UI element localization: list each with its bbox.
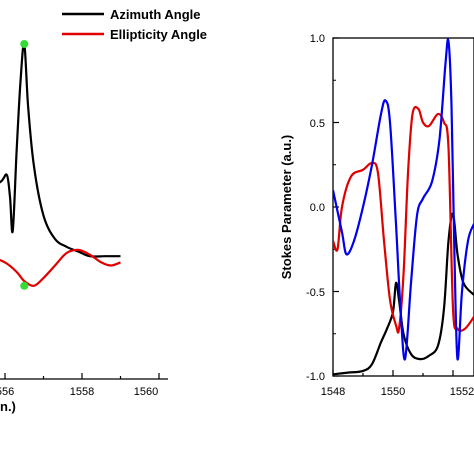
legend: Azimuth Angle Ellipticity Angle — [62, 7, 207, 42]
right-y-tick-label: 0.5 — [310, 118, 325, 130]
legend-label-ellipticity: Ellipticity Angle — [110, 27, 207, 42]
right-chart-panel: 1.0 0.5 0.0 -0.5 -1.0 1548 1550 1552 Sto… — [279, 33, 474, 398]
left-x-tick-label: 1558 — [70, 386, 94, 398]
left-series-group — [0, 42, 121, 287]
right-axis-ticks — [332, 37, 454, 377]
data-point-marker — [20, 40, 29, 48]
right-x-tick-label: 1552 — [450, 386, 474, 398]
right-y-axis-title: Stokes Parameter (a.u.) — [279, 135, 294, 280]
left-chart-panel: 556 1558 1560 n.) Azimuth Angle Elliptic… — [0, 7, 207, 414]
right-y-tick-label: -1.0 — [306, 371, 325, 383]
right-y-tick-label: 1.0 — [310, 33, 325, 45]
data-point-marker — [20, 281, 29, 290]
right-series-group — [333, 38, 474, 376]
left-x-tick-label: 556 — [0, 386, 14, 398]
stokes-red-line — [333, 105, 474, 334]
right-x-tick-label: 1550 — [381, 386, 405, 398]
right-y-tick-label: -0.5 — [306, 287, 325, 299]
ellipticity-angle-line — [0, 248, 121, 287]
azimuth-angle-line — [0, 42, 121, 258]
right-y-tick-label: 0.0 — [310, 202, 325, 214]
stokes-blue-line — [333, 38, 474, 361]
right-x-tick-label: 1548 — [321, 386, 345, 398]
left-x-axis-title: n.) — [0, 399, 16, 414]
left-x-tick-label: 1560 — [134, 386, 158, 398]
left-x-ticks — [4, 373, 160, 379]
legend-label-azimuth: Azimuth Angle — [110, 7, 201, 22]
left-markers-group — [20, 40, 29, 290]
